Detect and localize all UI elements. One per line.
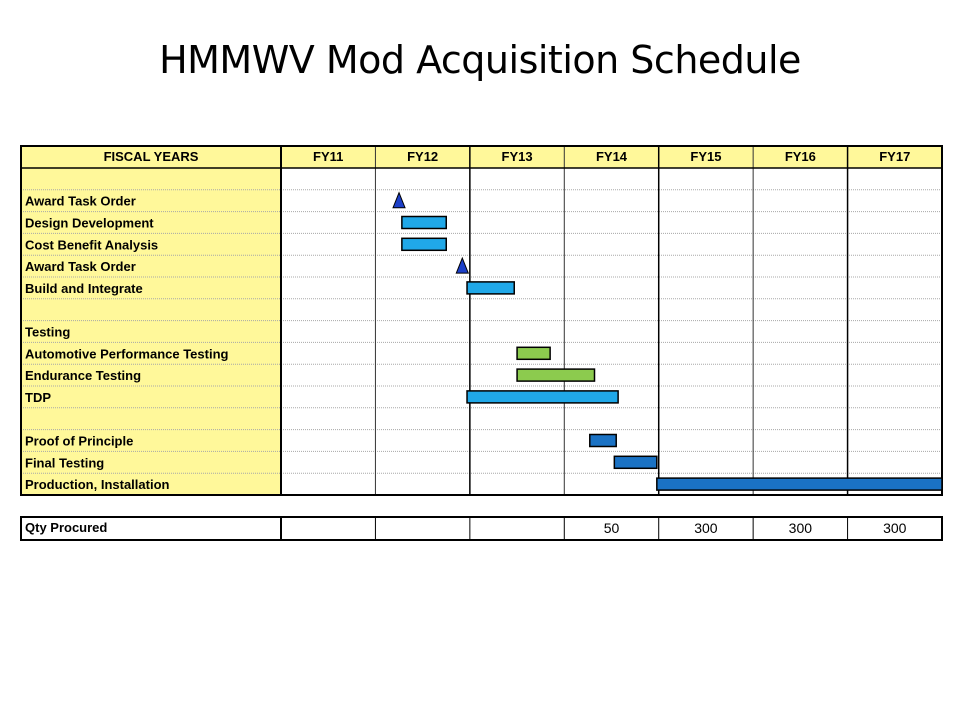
chart-border [20,145,943,496]
qty-value: 300 [883,520,907,536]
task-bar [613,455,658,470]
qty-label: Qty Procured [25,520,107,535]
qty-value: 300 [789,520,813,536]
task-label: Testing [25,325,70,340]
task-label: Final Testing [25,455,104,470]
qty-value: 50 [604,520,620,536]
task-bar [401,237,447,252]
task-bar [516,346,551,361]
task-label: Build and Integrate [25,281,143,296]
task-bar [466,390,619,404]
task-bar [401,215,447,230]
fiscal-year-label: FY15 [690,149,721,164]
fiscal-year-label: FY13 [502,149,533,164]
header-label: FISCAL YEARS [104,149,199,164]
task-label: Endurance Testing [25,368,141,383]
task-label: Production, Installation [25,477,170,492]
label-column-bg [21,168,281,495]
milestone-marker [455,256,470,274]
fiscal-year-label: FY12 [407,149,438,164]
task-label: Award Task Order [25,259,136,274]
task-bar [589,433,617,448]
milestone-marker [392,191,406,209]
task-label: Design Development [25,216,154,231]
fiscal-year-label: FY11 [313,149,343,164]
header-row-bg [21,146,942,168]
fiscal-year-label: FY16 [785,149,816,164]
qty-value: 300 [694,520,718,536]
task-label: TDP [25,390,51,405]
task-label: Automotive Performance Testing [25,346,229,361]
task-label: Proof of Principle [25,434,133,449]
task-bar [656,477,943,491]
fiscal-year-label: FY14 [596,149,628,164]
task-label: Cost Benefit Analysis [25,237,158,252]
task-bar [466,281,515,295]
slide-title: HMMWV Mod Acquisition Schedule [159,38,801,82]
task-label: Award Task Order [25,194,136,209]
qty-row-border [20,516,943,541]
task-bar [516,368,596,382]
fiscal-year-label: FY17 [879,149,910,164]
